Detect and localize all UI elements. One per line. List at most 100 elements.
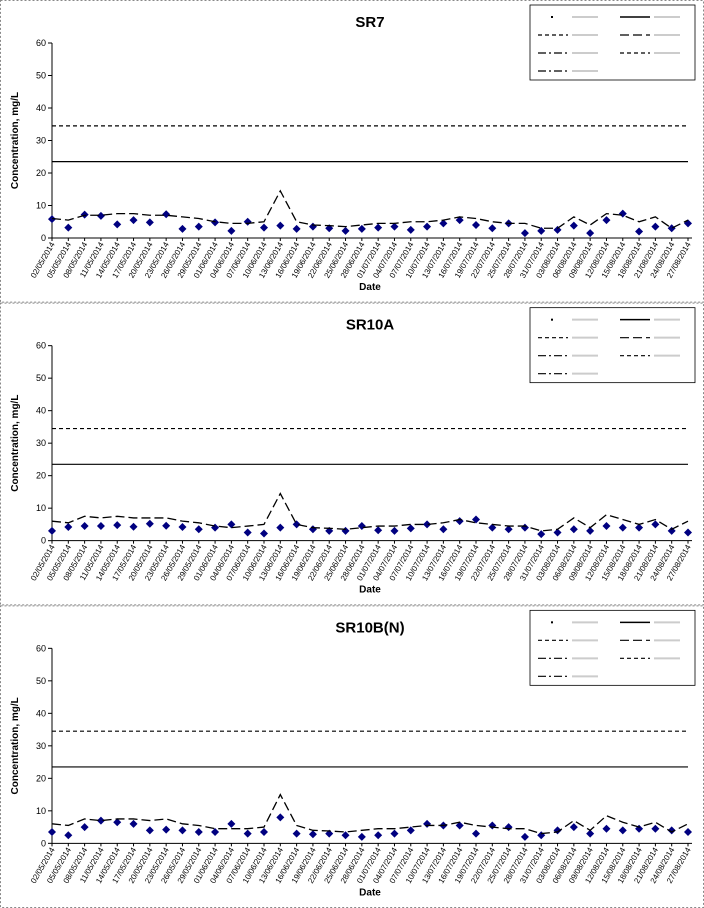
data-point (162, 521, 171, 530)
data-point (227, 819, 236, 828)
data-point (48, 827, 56, 836)
data-point (667, 224, 676, 233)
data-point (276, 523, 285, 532)
data-point (406, 225, 415, 234)
data-point (455, 216, 464, 225)
y-tick-label: 20 (36, 168, 46, 178)
y-tick-label: 0 (41, 536, 46, 546)
y-tick-label: 40 (36, 103, 46, 113)
x-axis-title: Date (359, 585, 381, 596)
y-axis-title: Concentration, mg/L (10, 395, 21, 492)
data-point (537, 530, 546, 539)
data-point (178, 523, 187, 532)
data-point (145, 218, 154, 227)
data-line (51, 492, 689, 532)
y-tick-label: 40 (36, 708, 46, 718)
data-point (145, 826, 154, 835)
y-tick-label: 30 (36, 438, 46, 448)
data-point (520, 229, 529, 238)
data-point (390, 526, 399, 535)
data-point (80, 823, 89, 832)
data-point (520, 523, 529, 532)
x-axis-title: Date (359, 282, 381, 293)
y-tick-label: 0 (41, 838, 46, 848)
data-point (178, 826, 187, 835)
data-point (488, 523, 497, 532)
data-point (602, 824, 611, 833)
data-point (618, 523, 627, 532)
y-tick-label: 10 (36, 806, 46, 816)
data-point (504, 525, 513, 534)
data-point (129, 819, 138, 828)
data-point (292, 829, 301, 838)
data-point (455, 517, 464, 526)
y-tick-label: 60 (36, 643, 46, 653)
data-point (260, 529, 268, 538)
y-tick-label: 30 (36, 136, 46, 146)
data-point (64, 523, 73, 532)
data-point (292, 520, 301, 529)
data-point (586, 526, 595, 535)
data-point (211, 827, 220, 836)
data-point (243, 528, 252, 537)
data-point (406, 826, 415, 835)
y-tick-label: 10 (36, 503, 46, 513)
legend-symbol (551, 621, 553, 624)
data-point (162, 825, 171, 834)
data-point (520, 832, 529, 841)
data-point (129, 522, 138, 531)
y-tick-label: 60 (36, 341, 46, 351)
data-point (651, 824, 660, 833)
data-point (325, 829, 334, 838)
data-point (357, 522, 366, 531)
data-point (374, 223, 383, 232)
data-point (178, 224, 187, 233)
legend-symbol (551, 16, 553, 18)
data-point (113, 818, 122, 827)
data-point (162, 210, 171, 219)
data-point (194, 222, 203, 231)
data-point (618, 209, 627, 218)
data-point (276, 813, 285, 822)
data-point (96, 211, 105, 220)
data-line (51, 793, 689, 835)
data-point (64, 223, 73, 232)
y-tick-label: 50 (36, 676, 46, 686)
data-point (569, 221, 578, 230)
y-tick-label: 20 (36, 773, 46, 783)
data-point (227, 520, 236, 529)
data-point (129, 216, 138, 225)
y-tick-label: 20 (36, 471, 46, 481)
data-point (472, 829, 480, 838)
y-axis-title: Concentration, mg/L (10, 92, 21, 189)
data-point (488, 821, 497, 830)
data-point (308, 525, 317, 534)
data-point (423, 222, 432, 231)
data-point (341, 226, 350, 235)
data-point (292, 224, 301, 233)
x-axis-title: Date (359, 887, 381, 898)
data-point (651, 222, 660, 231)
data-point (308, 830, 317, 839)
data-point (390, 829, 399, 838)
data-point (635, 523, 644, 532)
data-point (667, 826, 676, 835)
data-point (194, 827, 203, 836)
data-point (341, 831, 350, 840)
data-point (684, 827, 692, 836)
data-point (243, 217, 252, 226)
data-point (48, 526, 56, 535)
data-point (488, 224, 497, 233)
data-point (602, 522, 611, 531)
data-point (80, 522, 89, 531)
data-point (227, 226, 236, 235)
data-point (618, 826, 627, 835)
data-point (553, 528, 562, 537)
data-point (439, 525, 448, 534)
data-point (651, 520, 660, 529)
data-point (357, 224, 366, 233)
data-point (684, 528, 692, 537)
data-point (569, 823, 578, 832)
data-point (374, 831, 383, 840)
